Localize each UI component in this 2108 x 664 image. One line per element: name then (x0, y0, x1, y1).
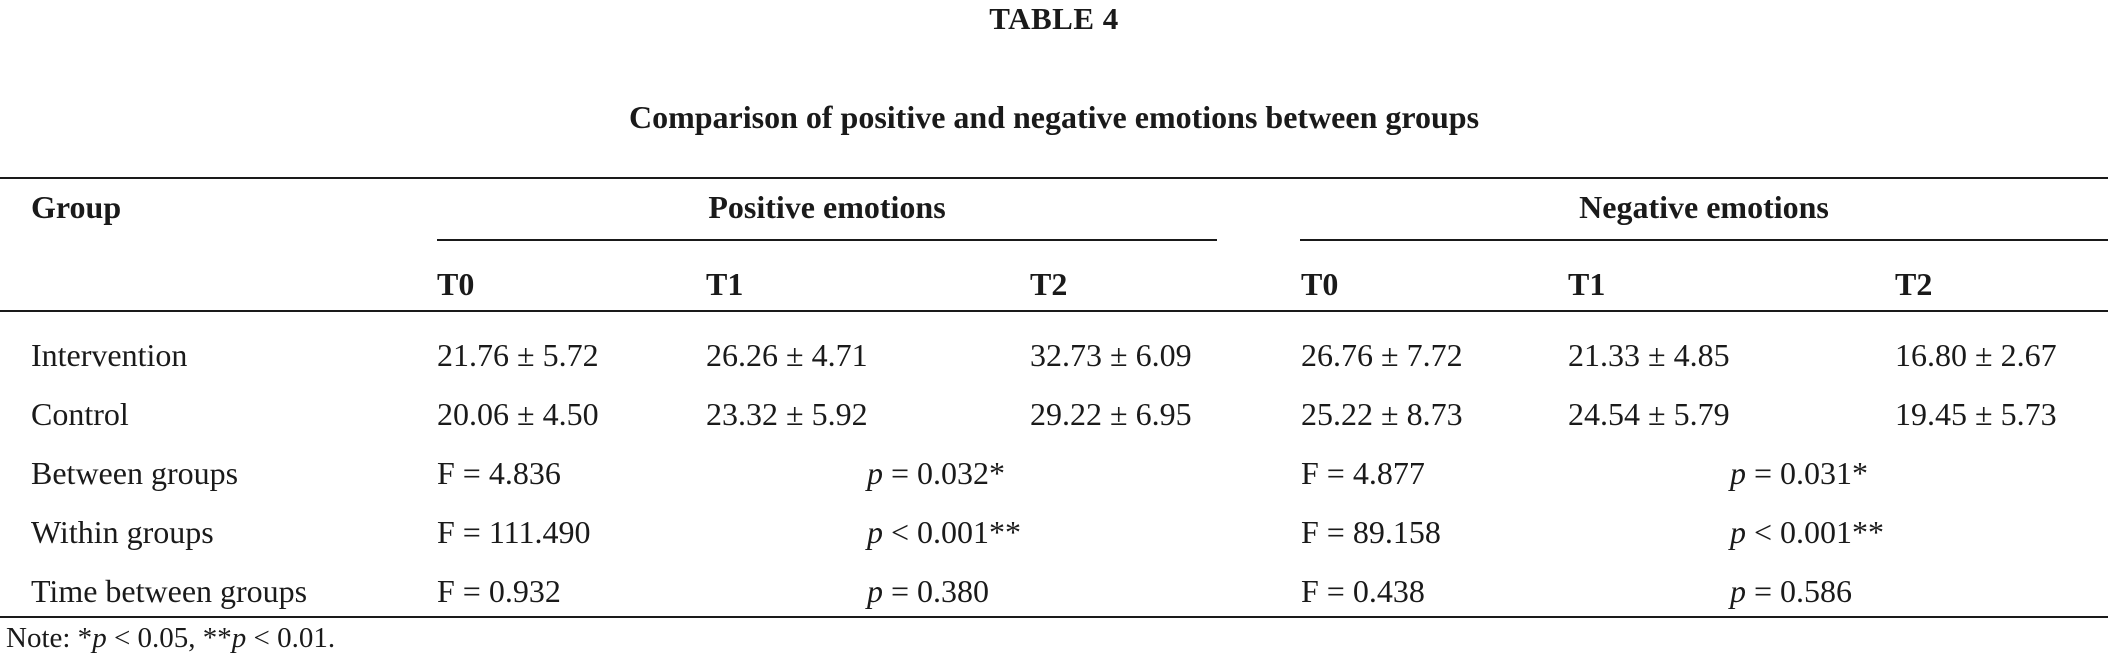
table-cell: 26.76 ± 7.72 (1301, 337, 1463, 373)
header-pos-t2: T2 (1030, 266, 1068, 302)
stat-f-value: F = 4.836 (437, 455, 561, 491)
table-cell: 21.33 ± 4.85 (1568, 337, 1730, 373)
table-caption: Comparison of positive and negative emot… (628, 99, 1480, 135)
table-label: TABLE 4 (989, 1, 1119, 36)
stat-f-value: F = 0.932 (437, 573, 561, 609)
header-bottom-rule (0, 310, 2108, 312)
table-cell: 24.54 ± 5.79 (1568, 396, 1730, 432)
stat-f-value: F = 0.438 (1301, 573, 1425, 609)
header-pos-t0: T0 (437, 266, 475, 302)
stat-f-value: F = 4.877 (1301, 455, 1425, 491)
positive-span-rule (437, 239, 1217, 241)
table-cell: 23.32 ± 5.92 (706, 396, 868, 432)
row-group-label: Intervention (31, 337, 188, 373)
table-cell: 20.06 ± 4.50 (437, 396, 599, 432)
table-cell: 21.76 ± 5.72 (437, 337, 599, 373)
header-group: Group (31, 189, 122, 225)
stat-p-value: p < 0.001** (867, 514, 1022, 550)
negative-span-rule (1300, 239, 2108, 241)
row-group-label: Within groups (31, 514, 214, 550)
row-group-label: Control (31, 396, 129, 432)
table-cell: 25.22 ± 8.73 (1301, 396, 1463, 432)
table-cell: 16.80 ± 2.67 (1895, 337, 2057, 373)
header-positive-emotions: Positive emotions (708, 189, 946, 225)
header-neg-t0: T0 (1301, 266, 1339, 302)
table-note: Note: *p < 0.05, **p < 0.01. (6, 622, 336, 654)
table-cell: 26.26 ± 4.71 (706, 337, 868, 373)
row-group-label: Time between groups (31, 573, 308, 609)
header-neg-t2: T2 (1895, 266, 1933, 302)
table-cell: 19.45 ± 5.73 (1895, 396, 2057, 432)
stat-f-value: F = 111.490 (437, 514, 591, 550)
stat-p-value: p = 0.586 (1730, 573, 1853, 609)
table-cell: 32.73 ± 6.09 (1030, 337, 1192, 373)
stat-p-value: p = 0.031* (1730, 455, 1869, 491)
row-group-label: Between groups (31, 455, 239, 491)
table-cell: 29.22 ± 6.95 (1030, 396, 1192, 432)
stat-p-value: p < 0.001** (1730, 514, 1885, 550)
bottom-rule (0, 616, 2108, 618)
top-rule (0, 177, 2108, 179)
stat-p-value: p = 0.032* (867, 455, 1006, 491)
header-neg-t1: T1 (1568, 266, 1606, 302)
stat-p-value: p = 0.380 (867, 573, 990, 609)
header-negative-emotions: Negative emotions (1579, 189, 1829, 225)
stat-f-value: F = 89.158 (1301, 514, 1441, 550)
header-pos-t1: T1 (706, 266, 744, 302)
